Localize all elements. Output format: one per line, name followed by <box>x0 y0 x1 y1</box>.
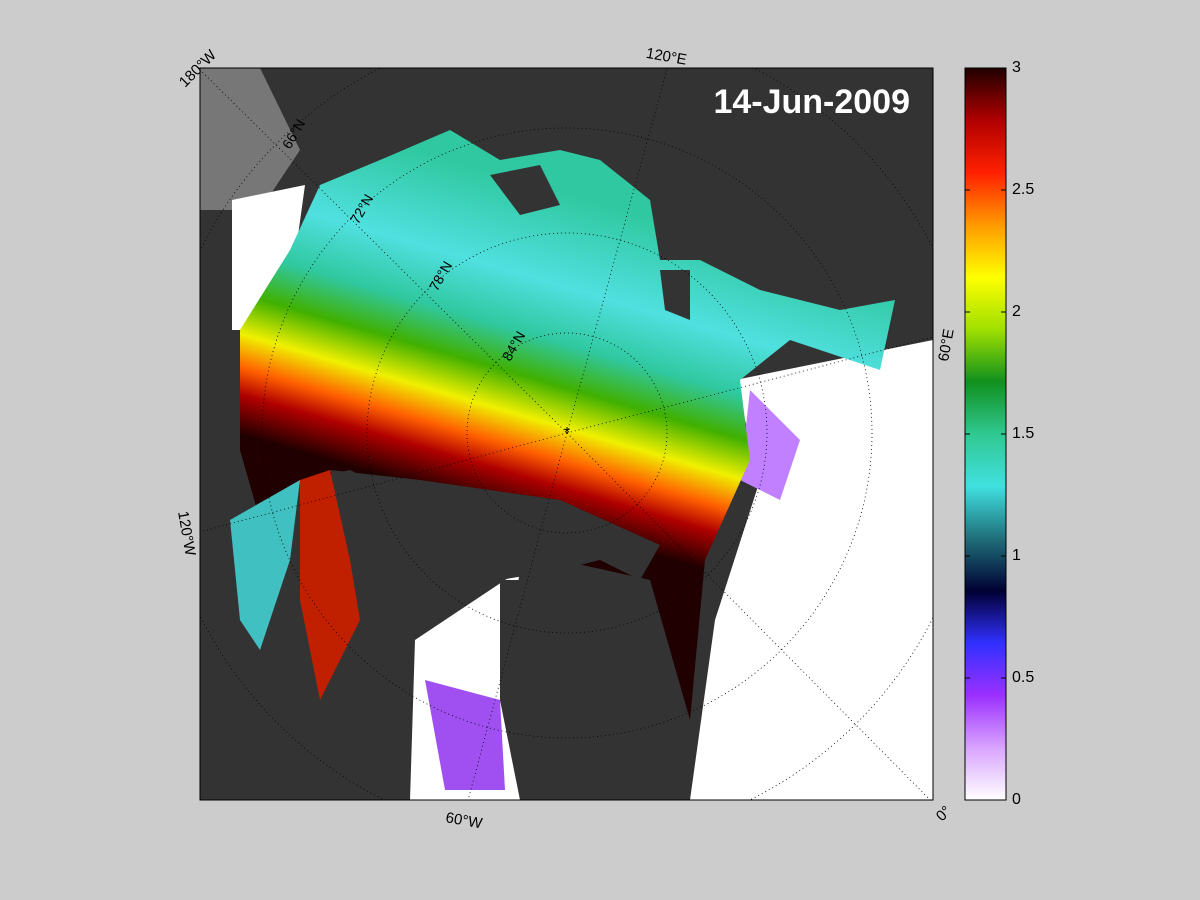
sea-ice <box>300 470 360 700</box>
graticule <box>200 68 933 800</box>
colorbar-tick-label: 1.5 <box>1012 425 1034 442</box>
pole-marker: * <box>564 425 570 442</box>
island <box>490 165 560 215</box>
longitude-label: 60°W <box>444 809 484 832</box>
date-label: 14-Jun-2009 <box>713 83 910 121</box>
colorbar-tick-label: 0 <box>1012 791 1021 808</box>
colorbar-tick-label: 3 <box>1012 59 1021 76</box>
colorbar <box>964 67 1007 801</box>
map: * 66°N 72°N 78°N 84°N 14-Jun-2009 <box>200 68 933 800</box>
longitude-label: 0° <box>933 803 955 825</box>
colorbar-tick-label: 2 <box>1012 303 1021 320</box>
island <box>660 270 690 320</box>
sea-ice <box>230 480 300 650</box>
thin-ice <box>425 680 505 790</box>
land-shade <box>200 68 300 210</box>
greenland <box>330 470 660 610</box>
colorbar-tick-label: 1 <box>1012 547 1021 564</box>
thin-ice <box>740 390 800 500</box>
sea-ice <box>240 130 895 720</box>
longitude-label: 120°E <box>645 45 688 69</box>
open-water <box>690 340 933 800</box>
longitude-label: 60°E <box>935 328 957 363</box>
map-frame <box>199 67 934 801</box>
colorbar-tick-label: 0.5 <box>1012 669 1034 686</box>
greenland <box>500 580 690 800</box>
colorbar-tick-label: 2.5 <box>1012 181 1034 198</box>
longitude-label: 120°W <box>174 510 199 558</box>
